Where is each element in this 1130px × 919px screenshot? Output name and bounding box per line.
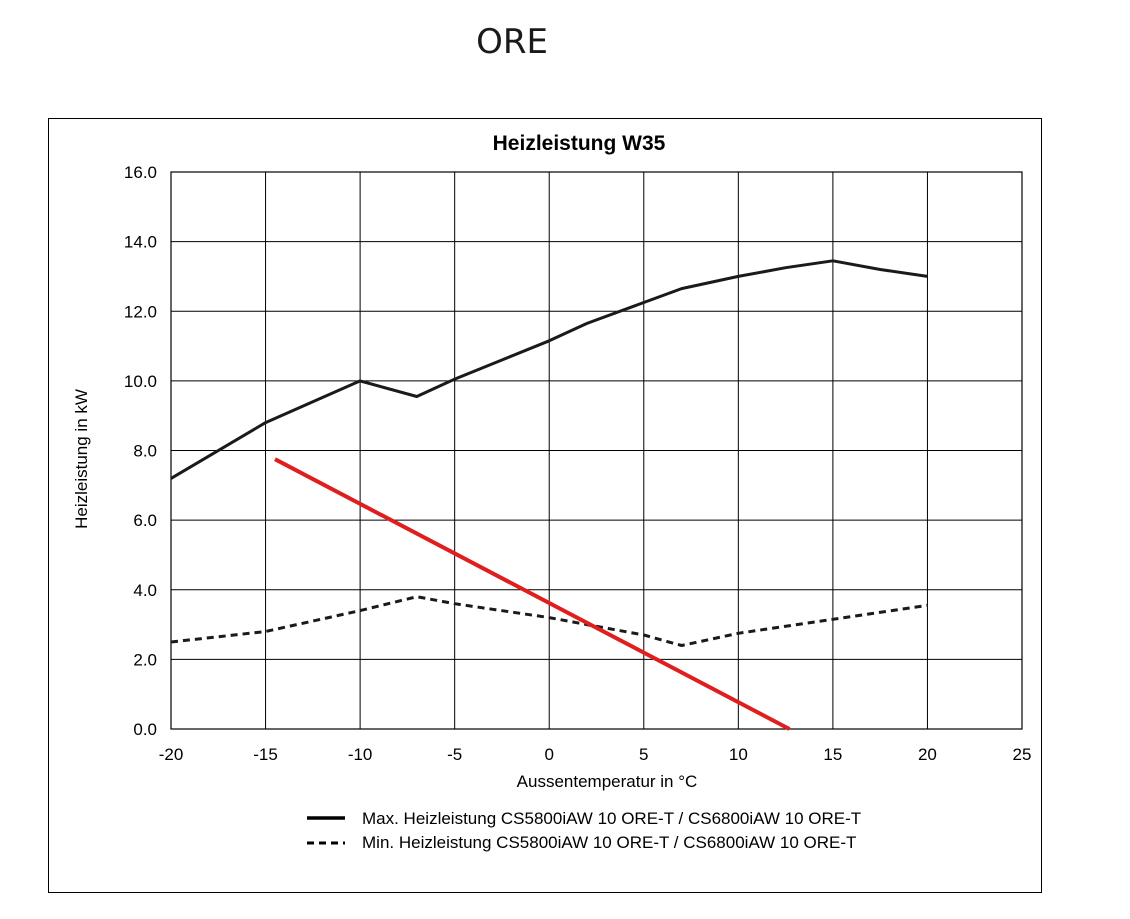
- x-tick-label: 5: [639, 745, 648, 764]
- chart-legend: Max. Heizleistung CS5800iAW 10 ORE-T / C…: [307, 809, 861, 852]
- x-axis-label: Aussentemperatur in °C: [517, 772, 698, 791]
- y-axis-label: Heizleistung in kW: [72, 389, 91, 529]
- legend-label-min: Min. Heizleistung CS5800iAW 10 ORE-T / C…: [362, 833, 856, 852]
- annotation-red-line: [274, 457, 791, 731]
- chart: Heizleistung W35 -20 -15 -10 -5 0 5 10 15 20 25 0…: [72, 132, 1032, 852]
- chart-grid: [170, 171, 1023, 730]
- y-tick-label: 0.0: [133, 720, 157, 739]
- y-tick-label: 4.0: [133, 581, 157, 600]
- y-tick-label: 6.0: [133, 511, 157, 530]
- y-axis-ticks: 0.0 2.0 4.0 6.0 8.0 10.0 12.0 14.0 16.0: [124, 163, 157, 739]
- y-tick-label: 16.0: [124, 163, 157, 182]
- x-tick-label: -20: [159, 745, 184, 764]
- series-line-min: [170, 595, 928, 647]
- chart-title: Heizleistung W35: [493, 132, 666, 155]
- x-tick-label: -5: [447, 745, 462, 764]
- chart-frame: Heizleistung W35 -20 -15 -10 -5 0 5 10 15 20 25 0…: [48, 118, 1042, 893]
- x-axis-ticks: -20 -15 -10 -5 0 5 10 15 20 25: [159, 745, 1032, 764]
- x-tick-label: 15: [823, 745, 842, 764]
- y-tick-label: 8.0: [133, 442, 157, 461]
- y-tick-label: 12.0: [124, 302, 157, 321]
- chart-series: [170, 259, 928, 731]
- x-tick-label: 10: [729, 745, 748, 764]
- x-tick-label: 0: [544, 745, 553, 764]
- y-tick-label: 10.0: [124, 372, 157, 391]
- y-tick-label: 14.0: [124, 233, 157, 252]
- page-title: ORE: [476, 22, 548, 62]
- series-line-max: [170, 259, 928, 480]
- y-tick-label: 2.0: [133, 650, 157, 669]
- legend-label-max: Max. Heizleistung CS5800iAW 10 ORE-T / C…: [362, 809, 861, 828]
- x-tick-label: -10: [348, 745, 373, 764]
- x-tick-label: 20: [918, 745, 937, 764]
- x-tick-label: 25: [1013, 745, 1032, 764]
- x-tick-label: -15: [253, 745, 278, 764]
